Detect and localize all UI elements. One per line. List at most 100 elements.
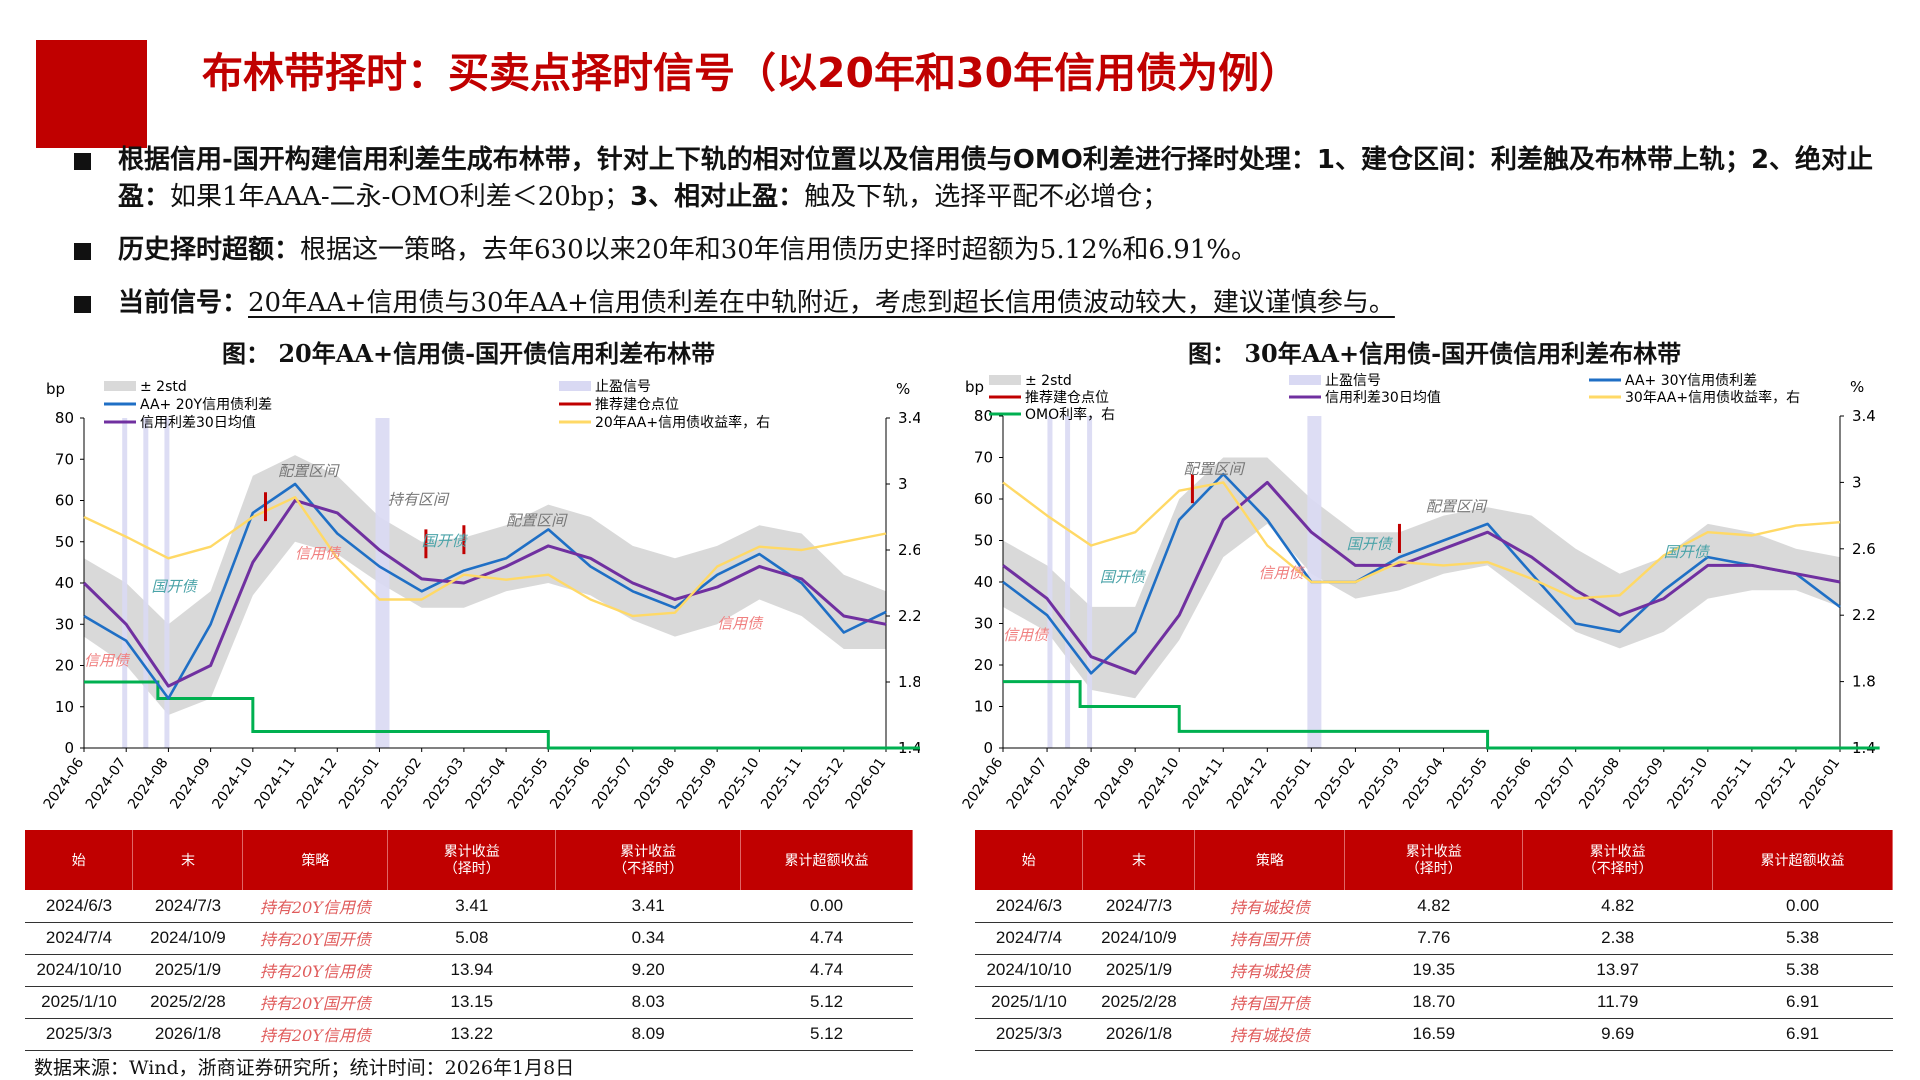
bullet-square-icon <box>74 296 91 313</box>
y-right-tick-label: 2.2 <box>1852 606 1876 624</box>
cell-strategy: 持有20Y信用债 <box>242 954 388 987</box>
chart-annotation: 国开债 <box>422 532 469 550</box>
cell-start: 2024/10/10 <box>975 954 1083 987</box>
x-tick-label: 2025-08 <box>632 755 679 812</box>
y-right-tick-label: 3 <box>898 475 908 493</box>
col-header-timed-return: 累计收益 （择时） <box>1344 830 1524 890</box>
x-tick-label: 2024-07 <box>83 755 130 812</box>
col-header-start: 始 <box>975 830 1084 890</box>
y-right-tick-label: 2.6 <box>1852 540 1876 558</box>
col-header-excess-return: 累计超额收益 <box>1712 830 1893 890</box>
x-tick-label: 2025-07 <box>589 755 636 812</box>
legend-label: ± 2std <box>1025 373 1072 389</box>
bullet-list: 根据信用-国开构建信用利差生成布林带，针对上下轨的相对位置以及信用债与OMO利差… <box>72 142 1882 338</box>
y-tick-label: 80 <box>55 409 74 427</box>
bullet-body: 20年AA+信用债与30年AA+信用债利差在中轨附近，考虑到超长信用债波动较大，… <box>248 288 1395 318</box>
page-title: 布林带择时：买卖点择时信号（以20年和30年信用债为例） <box>202 49 1301 97</box>
cell-excess-return: 4.74 <box>740 922 913 955</box>
cell-end: 2025/2/28 <box>132 986 243 1019</box>
y-tick-label: 80 <box>974 407 993 425</box>
table-row: 2024/10/10 2025/1/9 持有城投债 19.35 13.97 5.38 <box>975 954 1893 987</box>
x-tick-label: 2025-03 <box>421 755 468 812</box>
cell-end: 2024/7/3 <box>1082 890 1195 923</box>
y-right-tick-label: 1.8 <box>1852 673 1876 691</box>
y-right-tick-label: 2.2 <box>898 607 920 625</box>
chart-annotation: 信用债 <box>1259 564 1306 582</box>
cell-end: 2026/1/8 <box>132 1018 243 1051</box>
omo-step-line <box>1003 680 1880 750</box>
x-tick-label: 2024-11 <box>1180 755 1227 812</box>
cell-timed-return: 5.08 <box>387 922 556 955</box>
bollinger-band <box>84 455 886 715</box>
y-tick-label: 30 <box>974 615 993 633</box>
cell-timed-return: 7.76 <box>1344 922 1523 955</box>
x-tick-label: 2025-09 <box>1620 755 1667 812</box>
y-unit-left: bp <box>46 380 65 398</box>
y-tick-label: 20 <box>974 656 993 674</box>
cell-start: 2024/7/4 <box>975 922 1083 955</box>
stop-signal-band <box>122 418 128 748</box>
x-tick-label: 2024-07 <box>1004 755 1051 812</box>
cell-start: 2024/10/10 <box>25 954 133 987</box>
col-header-excess-return: 累计超额收益 <box>740 830 913 890</box>
cell-strategy: 持有20Y国开债 <box>242 986 388 1019</box>
x-tick-label: 2024-12 <box>294 755 341 812</box>
cell-end: 2024/10/9 <box>132 922 243 955</box>
x-tick-label: 2025-02 <box>1312 755 1359 812</box>
x-tick-label: 2025-12 <box>800 755 847 812</box>
cell-strategy: 持有城投债 <box>1194 954 1345 987</box>
y-tick-label: 60 <box>55 492 74 510</box>
bullet-square-icon <box>74 153 91 170</box>
title-accent-block <box>36 40 147 148</box>
y-right-tick-label: 3 <box>1852 473 1862 491</box>
bullet-body: 如果1年AAA-二永-OMO利差＜20bp； <box>170 182 631 212</box>
cell-start: 2025/1/10 <box>975 986 1083 1019</box>
x-tick-label: 2024-08 <box>125 755 172 812</box>
x-tick-label: 2025-05 <box>1444 755 1491 812</box>
chart-annotation: 信用债 <box>84 652 131 670</box>
cell-start: 2024/6/3 <box>975 890 1083 923</box>
cell-start: 2025/1/10 <box>25 986 133 1019</box>
y-right-tick-label: 3.4 <box>898 409 920 427</box>
source-note: 数据来源：Wind，浙商证券研究所；统计时间：2026年1月8日 <box>34 1057 575 1079</box>
y-right-tick-label: 1.8 <box>898 673 920 691</box>
chart-annotation: 国开债 <box>1100 568 1147 586</box>
col-header-start: 始 <box>25 830 134 890</box>
cell-start: 2025/3/3 <box>25 1018 133 1051</box>
x-tick-label: 2024-09 <box>167 755 214 812</box>
chart-annotation: 持有区间 <box>388 491 450 509</box>
cell-untimed-return: 3.41 <box>555 890 741 923</box>
bullet-head: 根据信用-国开构建信用利差生成布林带，针对上下轨的相对位置以及信用债与OMO利差… <box>118 145 1874 212</box>
cell-excess-return: 6.91 <box>1712 986 1893 1019</box>
x-tick-label: 2025-10 <box>716 755 763 812</box>
table-row: 2024/7/4 2024/10/9 持有国开债 7.76 2.38 5.38 <box>975 922 1893 955</box>
chart-annotation: 信用债 <box>717 614 764 632</box>
legend-swatch <box>1289 375 1321 385</box>
y-unit-right: % <box>1850 378 1864 396</box>
col-header-end: 末 <box>1082 830 1196 890</box>
y-right-tick-label: 3.4 <box>1852 407 1876 425</box>
x-tick-label: 2025-05 <box>505 755 552 812</box>
cell-start: 2024/6/3 <box>25 890 133 923</box>
legend-label: ± 2std <box>140 379 187 395</box>
legend-label: 止盈信号 <box>1325 373 1381 389</box>
cell-strategy: 持有城投债 <box>1194 890 1345 923</box>
bullet-strategy: 根据信用-国开构建信用利差生成布林带，针对上下轨的相对位置以及信用债与OMO利差… <box>72 142 1882 216</box>
x-tick-label: 2025-10 <box>1664 755 1711 812</box>
col-header-untimed-return: 累计收益 （不择时） <box>1522 830 1714 890</box>
yield-line <box>1002 481 1841 600</box>
chart-title-right: 图： 30年AA+信用债-国开债信用利差布林带 <box>1188 339 1682 368</box>
y-tick-label: 0 <box>983 739 993 757</box>
y-unit-right: % <box>896 380 910 398</box>
cell-untimed-return: 13.97 <box>1522 954 1713 987</box>
cell-excess-return: 5.12 <box>740 986 913 1019</box>
y-tick-label: 40 <box>974 573 993 591</box>
table-row: 2024/6/3 2024/7/3 持有城投债 4.82 4.82 0.00 <box>975 890 1893 923</box>
x-tick-label: 2025-09 <box>674 755 721 812</box>
cell-untimed-return: 8.09 <box>555 1018 741 1051</box>
y-tick-label: 40 <box>55 574 74 592</box>
cell-timed-return: 19.35 <box>1344 954 1523 987</box>
bullet-body: 根据这一策略，去年630以来20年和30年信用债历史择时超额为5.12%和6.9… <box>300 235 1258 265</box>
y-tick-label: 10 <box>974 698 993 716</box>
